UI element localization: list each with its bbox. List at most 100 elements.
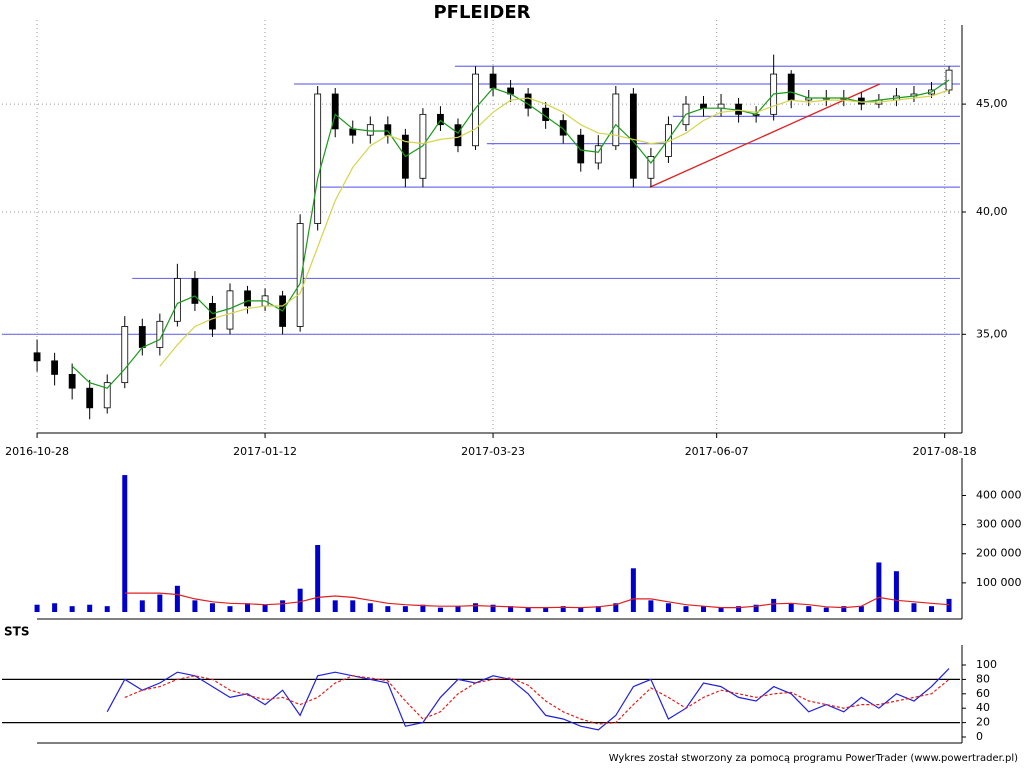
volume-bar — [34, 604, 40, 612]
volume-bar — [87, 604, 93, 612]
volume-bar — [192, 600, 198, 612]
overlay-line — [106, 668, 950, 731]
volume-bar — [665, 603, 671, 612]
x-tick-label: 2017-06-07 — [685, 445, 749, 458]
volume-bar — [315, 545, 321, 612]
y-tick-label: 35,00 — [976, 327, 1008, 340]
volume-bar — [350, 600, 356, 612]
candle-body — [454, 124, 462, 147]
candle-body — [51, 360, 59, 375]
volume-bar — [174, 585, 180, 612]
volume-bar — [385, 606, 391, 612]
candle-body — [524, 93, 532, 109]
volume-bar — [122, 475, 128, 612]
volume-bar — [806, 606, 812, 612]
candle-body — [577, 134, 585, 164]
volume-bar — [227, 606, 233, 612]
candle-body — [191, 278, 199, 304]
candle-body — [68, 374, 76, 389]
volume-bar — [648, 600, 654, 612]
volume-bar — [332, 600, 338, 612]
volume-bar — [771, 598, 777, 612]
y-tick-label: 300 000 — [976, 518, 1022, 531]
volume-bar — [929, 606, 935, 612]
candle-body — [331, 93, 339, 130]
candle-body — [366, 124, 374, 136]
overlay-line — [159, 89, 950, 367]
candle-body — [138, 326, 146, 348]
volume-bar — [508, 606, 514, 612]
volume-bar — [788, 603, 794, 612]
volume-bar — [402, 606, 408, 612]
overlay-line — [71, 79, 950, 389]
volume-bar — [262, 604, 268, 612]
volume-bar — [157, 594, 163, 612]
candle-body — [33, 352, 41, 362]
x-tick-label: 2017-03-23 — [461, 445, 525, 458]
volume-bar — [104, 606, 110, 612]
candle-body — [86, 387, 94, 409]
x-tick-label: 2017-08-18 — [913, 445, 977, 458]
trend-line — [649, 83, 881, 188]
y-tick-label: 400 000 — [976, 488, 1022, 501]
y-tick-label: 100 000 — [976, 576, 1022, 589]
y-tick-label: 80 — [976, 672, 990, 685]
candle-body — [437, 113, 444, 126]
volume-bar — [209, 603, 215, 612]
volume-bar — [613, 603, 619, 612]
y-tick-label: 0 — [976, 730, 983, 743]
y-tick-label: 40,00 — [976, 205, 1008, 218]
volume-bar — [946, 598, 952, 612]
candle-body — [629, 93, 637, 179]
x-tick-label: 2016-10-28 — [5, 445, 69, 458]
volume-bar — [437, 607, 443, 612]
volume-bar — [139, 600, 145, 612]
candle-body — [647, 156, 655, 179]
candle-body — [173, 278, 181, 322]
volume-bar — [69, 606, 75, 612]
overlay-line — [124, 675, 950, 725]
volume-bar — [911, 603, 917, 612]
volume-bar — [543, 607, 549, 612]
volume-bar — [823, 607, 829, 612]
volume-bar — [683, 606, 689, 612]
volume-bar — [280, 600, 286, 612]
y-tick-label: 100 — [976, 658, 997, 671]
volume-bar — [367, 603, 373, 612]
volume-bar — [52, 603, 58, 612]
volume-bar — [630, 568, 636, 612]
volume-bar — [893, 571, 899, 612]
y-tick-label: 40 — [976, 701, 990, 714]
candle-body — [489, 73, 497, 89]
candle-body — [717, 103, 725, 109]
candle-body — [735, 103, 742, 115]
candle-body — [612, 93, 620, 147]
volume-bar — [701, 606, 707, 612]
volume-bar — [578, 607, 584, 612]
overlay-line — [124, 592, 950, 609]
volume-bar — [736, 606, 742, 612]
y-tick-label: 45,00 — [976, 97, 1008, 110]
candle-body — [700, 103, 707, 109]
footer: Wykres został stworzony za pomocą progra… — [609, 753, 1018, 764]
x-tick-label: 2017-01-12 — [233, 445, 297, 458]
volume-bar — [876, 562, 882, 612]
candle-body — [787, 73, 795, 101]
volume-bar — [718, 607, 724, 612]
volume-bar — [473, 603, 479, 612]
volume-bar — [297, 588, 303, 612]
chart-title: PFLEIDER — [433, 2, 530, 23]
panel-title: STS — [4, 625, 29, 639]
volume-bar — [420, 604, 426, 612]
candle-body — [314, 93, 322, 224]
volume-bar — [753, 604, 759, 612]
volume-bar — [245, 603, 251, 612]
volume-bar — [490, 604, 496, 612]
volume-bar — [525, 607, 531, 612]
volume-bar — [841, 606, 847, 612]
candle-body — [594, 145, 602, 164]
candle-body — [296, 223, 304, 327]
volume-bar — [455, 606, 461, 612]
candle-body — [226, 290, 234, 330]
